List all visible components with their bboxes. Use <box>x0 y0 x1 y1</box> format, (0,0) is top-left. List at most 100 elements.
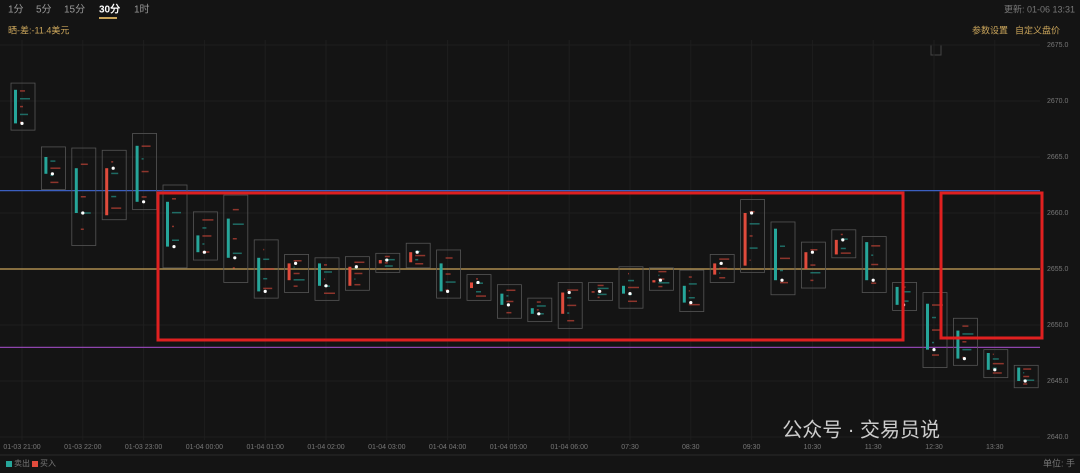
close-marker <box>689 301 693 305</box>
plot: 2640.0 2645.0 2650.0 2655.0 2660.0 2665.0 2670… <box>0 40 1069 451</box>
close-marker <box>142 200 146 204</box>
footprint-box <box>253 239 279 299</box>
candle-body <box>956 330 960 359</box>
close-marker <box>20 121 24 125</box>
footprint-box <box>284 254 310 293</box>
candle-body <box>470 282 473 289</box>
candle-body <box>713 263 717 275</box>
watermark: 公众号 · 交易员说 <box>782 418 940 441</box>
footprint-box <box>436 249 462 299</box>
y-tick-label: 2640.0 <box>1047 434 1069 441</box>
close-marker <box>385 258 389 262</box>
candle-body <box>652 280 656 283</box>
candle-body <box>834 239 838 255</box>
custom-price-button[interactable]: 自定义盘价 <box>1015 24 1060 35</box>
footprint-box <box>557 282 583 329</box>
x-tick-label: 01-04 04:00 <box>429 444 466 451</box>
footprint-box <box>679 269 705 312</box>
footprint-box <box>132 133 158 211</box>
close-marker <box>841 238 845 242</box>
close-marker <box>50 172 55 176</box>
close-marker <box>202 250 206 254</box>
y-tick-label: 2645.0 <box>1047 378 1069 385</box>
close-marker <box>506 303 510 307</box>
interval-tab[interactable]: 5分 <box>36 4 52 16</box>
close-marker <box>1023 379 1027 383</box>
close-marker <box>932 348 936 352</box>
x-tick-label: 13:30 <box>986 444 1004 451</box>
footprint-box <box>1013 364 1039 389</box>
candle-body <box>804 252 808 269</box>
close-marker <box>537 312 541 316</box>
footprint-box <box>922 292 948 368</box>
footprint-box <box>10 82 36 131</box>
x-tick-label: 01-04 00:00 <box>186 444 223 451</box>
interval-tab[interactable]: 15分 <box>64 4 85 16</box>
candle-body <box>530 308 534 314</box>
candle-body <box>1017 367 1021 381</box>
footprint-box <box>192 211 218 261</box>
legend-swatch <box>6 461 12 467</box>
interval-tabs: 1分 5分 15分 30分 1时 <box>8 3 150 19</box>
x-tick-label: 01-04 02:00 <box>307 444 344 451</box>
x-tick-label: 10:30 <box>804 444 822 451</box>
footprint-box <box>71 147 97 246</box>
footprint-box <box>405 242 431 269</box>
footprint-box <box>618 266 644 309</box>
footprint-box <box>101 149 127 221</box>
candle-body <box>591 291 595 293</box>
settings-button[interactable]: 参数设置 <box>972 24 1008 35</box>
footprint-box <box>162 184 188 269</box>
close-marker <box>111 166 115 170</box>
close-marker <box>658 278 663 282</box>
x-tick-label: 01-04 03:00 <box>368 444 405 451</box>
candle-body <box>561 292 565 314</box>
x-tick-label: 01-04 06:00 <box>551 444 588 451</box>
close-marker <box>415 250 419 254</box>
close-marker <box>598 289 602 293</box>
x-tick-label: 01-03 21:00 <box>3 444 40 451</box>
close-marker <box>993 368 997 372</box>
footprint-box <box>801 241 826 289</box>
footprint-box <box>649 267 674 291</box>
candle-body <box>774 228 777 281</box>
x-tick-label: 08:30 <box>682 444 700 451</box>
y-tick-label: 2650.0 <box>1047 322 1069 329</box>
close-marker <box>871 278 875 282</box>
candle-body <box>166 201 169 247</box>
candle-body <box>622 285 625 294</box>
footprint-box <box>223 194 249 283</box>
candle-body <box>287 263 291 281</box>
footprint-box <box>314 257 340 301</box>
y-tick-label: 2665.0 <box>1047 154 1069 161</box>
candle-body <box>44 157 48 174</box>
footprint-box <box>527 297 553 323</box>
footprint-box <box>709 254 735 283</box>
footprint-box <box>861 236 887 293</box>
candle-body <box>500 293 504 305</box>
candle-body <box>348 266 352 286</box>
footprint-box <box>831 229 857 259</box>
close-marker <box>780 278 784 282</box>
candle-body <box>865 242 869 281</box>
x-tick-label: 01-03 23:00 <box>125 444 162 451</box>
close-marker <box>172 245 176 249</box>
candle-body <box>926 303 929 350</box>
annotation-box <box>939 191 1044 340</box>
footprint-box <box>770 221 796 296</box>
candle-body <box>986 353 990 370</box>
close-marker <box>628 292 632 296</box>
interval-tab[interactable]: 1时 <box>134 4 150 16</box>
interval-tab[interactable]: 1分 <box>8 4 24 16</box>
x-tick-label: 01-04 05:00 <box>490 444 527 451</box>
interval-tab[interactable]: 30分 <box>99 3 120 16</box>
x-tick-label: 07:30 <box>621 444 639 451</box>
legend-swatch <box>32 461 38 467</box>
candle-body <box>682 285 686 303</box>
candle-body <box>257 257 261 292</box>
close-marker <box>567 290 571 295</box>
footprint-box <box>41 146 66 190</box>
y-tick-label: 2655.0 <box>1047 266 1069 273</box>
x-tick-label: 09:30 <box>743 444 761 451</box>
footprint-box <box>466 274 492 301</box>
